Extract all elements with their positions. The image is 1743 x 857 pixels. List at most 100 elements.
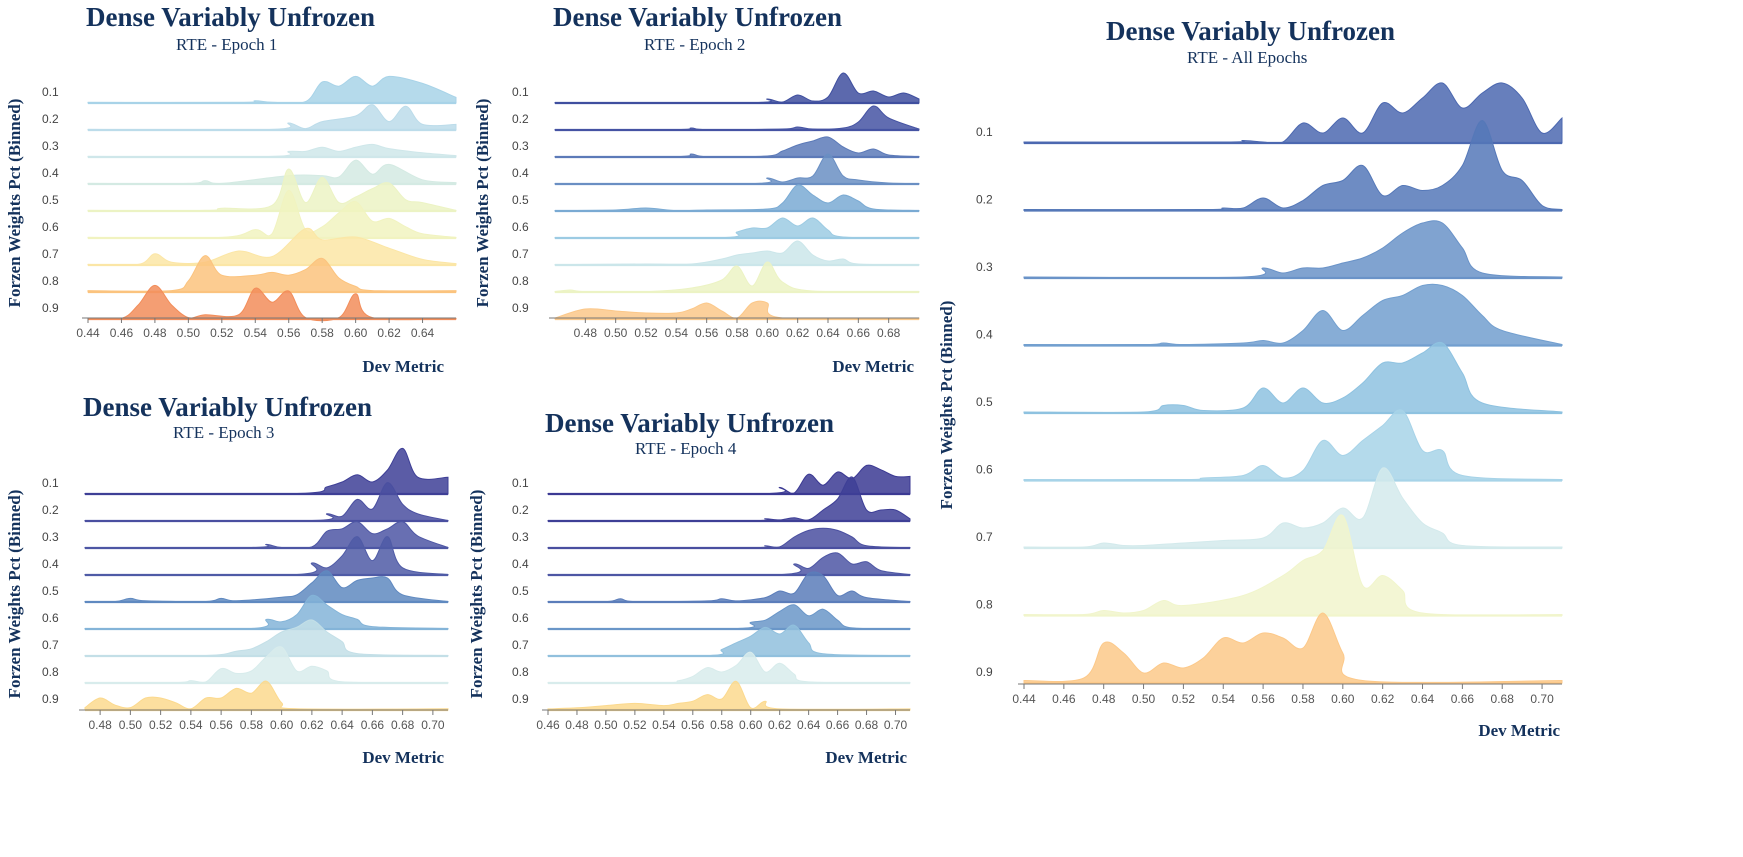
chart-subtitle: RTE - Epoch 4 <box>635 439 737 458</box>
y-axis-label: Forzen Weights Pct (Binned) <box>5 99 24 308</box>
row-label: 0.4 <box>512 557 529 571</box>
row-label: 0.4 <box>976 328 993 342</box>
x-tick-label: 0.50 <box>177 326 201 340</box>
ridge-area <box>87 75 457 104</box>
row-label: 0.2 <box>42 112 59 126</box>
x-tick-label: 0.60 <box>270 718 294 732</box>
ridge-area <box>1023 341 1563 414</box>
x-tick-label: 0.52 <box>623 718 647 732</box>
row-label: 0.5 <box>512 193 529 207</box>
x-tick-label: 0.60 <box>1331 692 1355 706</box>
chart-subtitle: RTE - Epoch 1 <box>176 35 278 54</box>
row-label: 0.3 <box>512 530 529 544</box>
chart-title: Dense Variably Unfrozen <box>86 2 376 32</box>
ridge-area <box>87 168 457 212</box>
row-label: 0.3 <box>512 139 529 153</box>
ridgeline-chart-epoch4: 0.1 0.2 0.3 0.4 0.5 0.6 0.7 0.8 0.9 0.46 0.48 0.50 0… <box>467 464 911 767</box>
row-label: 0.2 <box>512 503 529 517</box>
row-label: 0.8 <box>42 665 59 679</box>
chart-panel-epoch1: Dense Variably Unfrozen RTE - Epoch 1 0.… <box>0 0 520 385</box>
x-axis-label: Dev Metric <box>362 748 444 767</box>
x-tick-label: 0.56 <box>209 718 233 732</box>
row-label: 0.8 <box>512 274 529 288</box>
x-tick-label: 0.62 <box>300 718 324 732</box>
ridge-area <box>84 594 449 630</box>
row-label: 0.1 <box>512 85 529 99</box>
row-label: 0.6 <box>42 220 59 234</box>
row-label: 0.8 <box>976 598 993 612</box>
chart-panel-epoch4: Dense Variably Unfrozen RTE - Epoch 4 0.… <box>467 390 970 857</box>
row-label: 0.2 <box>42 503 59 517</box>
row-label: 0.9 <box>42 301 59 315</box>
chart-panel-all-epochs: Dense Variably Unfrozen RTE - All Epochs… <box>930 0 1743 857</box>
ridge-area <box>87 255 457 293</box>
ridge-area <box>1023 612 1563 684</box>
x-tick-label: 0.66 <box>847 326 871 340</box>
y-axis-label: Forzen Weights Pct (Binned) <box>473 99 492 308</box>
x-tick-label: 0.44 <box>1012 692 1036 706</box>
chart-subtitle: RTE - All Epochs <box>1187 48 1308 67</box>
x-tick-label: 0.60 <box>756 326 780 340</box>
x-tick-label: 0.54 <box>1212 692 1236 706</box>
x-tick-label: 0.64 <box>1411 692 1435 706</box>
ridge-area <box>554 217 920 239</box>
ridge-area <box>547 552 911 576</box>
x-tick-label: 0.58 <box>710 718 734 732</box>
row-label: 0.7 <box>976 530 993 544</box>
ridge-area <box>547 527 911 549</box>
row-label: 0.1 <box>42 476 59 490</box>
row-label: 0.1 <box>512 476 529 490</box>
ridge-area <box>547 604 911 630</box>
ridgeline-chart-all-epochs: 0.1 0.2 0.3 0.4 0.5 0.6 0.7 0.8 0.9 0.44 0.46 0.48 0… <box>937 82 1563 740</box>
ridge-area <box>87 159 457 185</box>
y-axis-label: Forzen Weights Pct (Binned) <box>467 490 486 699</box>
ridge-area <box>84 570 449 603</box>
x-tick-label: 0.56 <box>277 326 301 340</box>
x-tick-label: 0.52 <box>149 718 173 732</box>
x-tick-label: 0.68 <box>877 326 901 340</box>
ridge-area <box>87 189 457 239</box>
ridge-area <box>87 227 457 266</box>
x-tick-label: 0.64 <box>816 326 840 340</box>
row-label: 0.2 <box>512 112 529 126</box>
ridge-area <box>1023 82 1563 144</box>
ridge-area <box>547 571 911 603</box>
x-tick-label: 0.64 <box>411 326 435 340</box>
x-axis-label: Dev Metric <box>825 748 907 767</box>
row-label: 0.7 <box>512 247 529 261</box>
ridge-area <box>87 143 457 158</box>
row-label: 0.7 <box>512 638 529 652</box>
ridge-area <box>547 476 911 522</box>
row-label: 0.9 <box>976 665 993 679</box>
row-label: 0.8 <box>512 665 529 679</box>
x-tick-label: 0.48 <box>88 718 112 732</box>
x-tick-label: 0.68 <box>1491 692 1515 706</box>
x-tick-label: 0.62 <box>786 326 810 340</box>
ridgeline-chart-epoch3: 0.1 0.2 0.3 0.4 0.5 0.6 0.7 0.8 0.9 0.48 0.50 0.52 0… <box>5 447 449 767</box>
ridge-area <box>554 184 920 212</box>
ridge-area <box>84 520 449 549</box>
row-label: 0.3 <box>976 260 993 274</box>
row-label: 0.6 <box>512 611 529 625</box>
ridge-area <box>84 619 449 657</box>
x-tick-label: 0.60 <box>739 718 763 732</box>
x-tick-label: 0.44 <box>76 326 100 340</box>
row-label: 0.5 <box>512 584 529 598</box>
chart-subtitle: RTE - Epoch 2 <box>644 35 746 54</box>
row-label: 0.9 <box>512 692 529 706</box>
chart-title: Dense Variably Unfrozen <box>1106 16 1396 46</box>
x-tick-label: 0.48 <box>1092 692 1116 706</box>
row-label: 0.7 <box>42 247 59 261</box>
x-tick-label: 0.56 <box>695 326 719 340</box>
ridge-area <box>554 105 920 131</box>
chart-title: Dense Variably Unfrozen <box>553 2 843 32</box>
x-tick-label: 0.48 <box>143 326 167 340</box>
row-label: 0.6 <box>976 463 993 477</box>
row-label: 0.5 <box>42 584 59 598</box>
y-axis-label: Forzen Weights Pct (Binned) <box>937 301 956 510</box>
row-label: 0.4 <box>512 166 529 180</box>
chart-title: Dense Variably Unfrozen <box>545 408 835 438</box>
row-label: 0.6 <box>512 220 529 234</box>
ridge-area <box>1023 409 1563 481</box>
x-tick-label: 0.48 <box>574 326 598 340</box>
